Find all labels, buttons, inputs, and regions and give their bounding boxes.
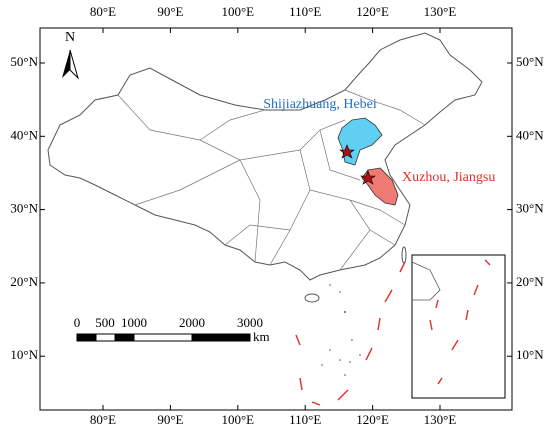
scale-segment (76, 333, 97, 342)
longitude-label: 100°E (221, 4, 254, 19)
latitude-label: 10°N (10, 347, 38, 362)
place-label: Xuzhou, Jiangsu (402, 170, 495, 185)
scale-segment (191, 333, 251, 342)
map-frame (39, 27, 513, 411)
latitude-label: 40°N (516, 127, 544, 142)
longitude-label: 80°E (90, 412, 116, 427)
longitude-label: 120°E (356, 4, 389, 19)
scale-label: 500 (95, 315, 115, 330)
scale-unit: km (253, 329, 270, 344)
place-label: Shijiazhuang, Hebei (263, 97, 377, 112)
scale-label: 1000 (121, 315, 147, 330)
latitude-label: 40°N (10, 127, 38, 142)
latitude-label: 30°N (516, 201, 544, 216)
longitude-label: 130°E (424, 412, 457, 427)
longitude-label: 80°E (90, 4, 116, 19)
scale-segment (95, 333, 116, 342)
latitude-label: 20°N (516, 274, 544, 289)
longitude-label: 130°E (424, 4, 457, 19)
scale-label: 3000 (237, 315, 263, 330)
star-shijiazhuang (339, 144, 355, 159)
latitude-label: 20°N (10, 274, 38, 289)
north-arrow (62, 49, 80, 80)
scale-label: 0 (74, 315, 81, 330)
scale-label: 2000 (179, 315, 205, 330)
latitude-label: 50°N (516, 54, 544, 69)
star-xuzhou (360, 170, 376, 185)
inset-map (411, 254, 506, 399)
latitude-label: 50°N (10, 54, 38, 69)
longitude-label: 100°E (221, 412, 254, 427)
longitude-label: 110°E (289, 412, 321, 427)
longitude-label: 90°E (157, 4, 183, 19)
scale-segment (133, 333, 193, 342)
longitude-label: 110°E (289, 4, 321, 19)
latitude-label: 30°N (10, 201, 38, 216)
islands (321, 284, 361, 376)
nine-dash-line (295, 261, 406, 406)
latitude-label: 10°N (516, 347, 544, 362)
longitude-label: 90°E (157, 412, 183, 427)
longitude-label: 120°E (356, 412, 389, 427)
north-label: N (65, 30, 75, 45)
scale-segment (114, 333, 135, 342)
